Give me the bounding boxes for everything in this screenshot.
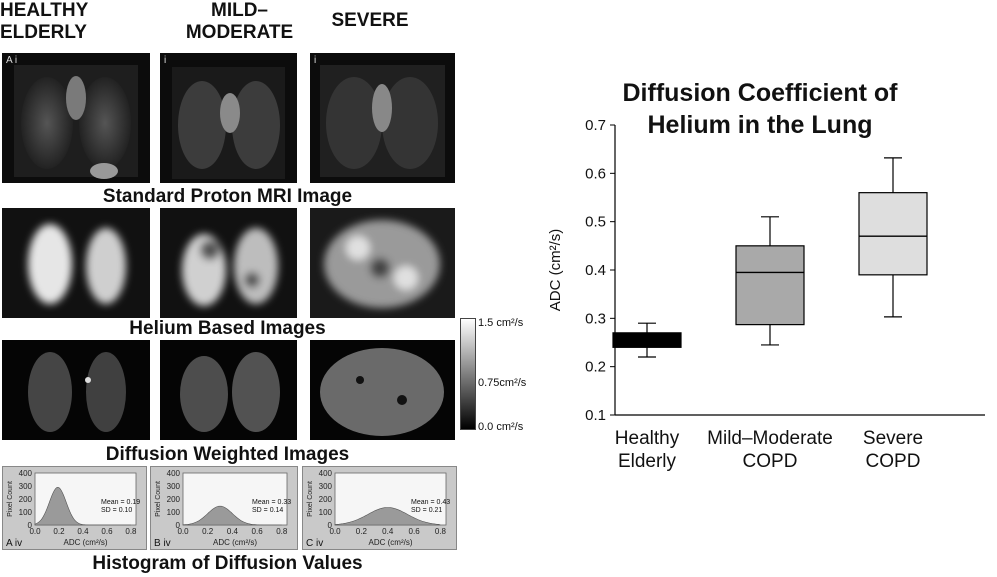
hist-mean-label: Mean = 0.43 <box>411 499 450 506</box>
hist-y-tick-label: 0 <box>28 521 33 530</box>
column-header-severe: SEVERE <box>331 10 409 31</box>
box-plot-chart: 0.1 0.2 0.3 0.4 0.5 0.6 0.7 ADC (cm²/s) HealthyE… <box>547 117 985 472</box>
hist-y-axis-label: Pixel Count <box>7 481 14 517</box>
chart-title-line2: Helium in the Lung <box>647 111 873 139</box>
y-tick-label: 0.5 <box>585 214 606 231</box>
proton-mri-image-mild-moderate: i <box>160 53 297 183</box>
colorbar-label-bottom: 0.0 cm²/s <box>478 421 524 433</box>
section-title-helium: Helium Based Images <box>129 318 326 339</box>
hist-y-tick-label: 400 <box>167 469 181 478</box>
hist-distribution <box>34 486 131 526</box>
section-title-proton: Standard Proton MRI Image <box>102 186 353 207</box>
hist-x-tick-label: 0.6 <box>252 527 264 536</box>
diffusion-image-healthy <box>2 340 150 440</box>
hist-y-tick-label: 100 <box>319 508 333 517</box>
hist-y-tick-label: 300 <box>19 482 33 491</box>
hist-x-tick-label: 0.0 <box>177 527 189 536</box>
section-title-histogram: Histogram of Diffusion Values <box>92 553 363 574</box>
chart-title: Diffusion Coefficient of Helium in the L… <box>560 77 960 141</box>
hist-y-tick-label: 200 <box>167 495 181 504</box>
y-tick-label: 0.2 <box>585 359 606 376</box>
histogram-panel-b: 400 300 200 100 0 0.0 0.2 0.4 0.6 0.8 ADC (cm²/s) P… <box>150 466 298 550</box>
x-tick-label: COPD <box>743 451 798 472</box>
x-tick-label: Severe <box>863 428 923 449</box>
hist-panel-label: A iv <box>6 538 22 549</box>
x-tick-label: Elderly <box>618 451 677 472</box>
diffusion-image-severe <box>310 340 455 440</box>
box-0 <box>612 322 682 358</box>
hist-y-tick-label: 0 <box>328 521 333 530</box>
hist-sd-label: SD = 0.14 <box>252 507 283 514</box>
colorbar-label-top: 1.5 cm²/s <box>478 317 524 329</box>
hist-x-axis-label: ADC (cm²/s) <box>213 538 257 547</box>
colorbar-label-mid: 0.75cm²/s <box>478 377 527 389</box>
box-2 <box>858 157 928 318</box>
x-tick-label: COPD <box>866 451 921 472</box>
diffusion-image-mild-moderate <box>160 340 297 440</box>
hist-x-tick-label: 0.2 <box>356 527 368 536</box>
hist-y-axis-label: Pixel Count <box>155 481 162 517</box>
hist-distribution <box>182 505 282 526</box>
hist-x-tick-label: 0.4 <box>227 527 239 536</box>
hist-x-tick-label: 0.8 <box>125 527 137 536</box>
hist-y-tick-label: 400 <box>319 469 333 478</box>
proton-mri-image-healthy: A i <box>2 53 150 183</box>
hist-x-tick-label: 0.8 <box>435 527 447 536</box>
y-axis-label: ADC (cm²/s) <box>547 229 564 312</box>
y-tick-label: 0.7 <box>585 117 606 134</box>
section-title-diffusion: Diffusion Weighted Images <box>105 444 350 465</box>
x-tick-label: Healthy <box>615 428 680 449</box>
hist-mean-label: Mean = 0.19 <box>101 499 140 506</box>
hist-y-tick-label: 100 <box>19 508 33 517</box>
column-header-healthy: HEALTHY ELDERLY <box>0 0 89 43</box>
chart-title-line1: Diffusion Coefficient of <box>622 79 898 107</box>
hist-x-tick-label: 0.2 <box>53 527 65 536</box>
hist-x-tick-label: 0.0 <box>29 527 41 536</box>
box-iqr <box>858 192 928 276</box>
y-tick-label: 0.4 <box>585 262 606 279</box>
hist-y-tick-label: 100 <box>167 508 181 517</box>
y-tick-label: 0.3 <box>585 310 606 327</box>
hist-x-axis-label: ADC (cm²/s) <box>64 538 108 547</box>
histogram-panel-a: 400 300 200 100 0 0.0 0.2 0.4 0.6 0.8 ADC (cm²/s) P… <box>2 466 147 550</box>
helium-image-mild-moderate <box>160 208 297 318</box>
y-tick-label: 0.6 <box>585 165 606 182</box>
hist-y-axis-label: Pixel Count <box>307 481 314 517</box>
hist-y-tick-label: 400 <box>19 469 33 478</box>
hist-x-axis-label: ADC (cm²/s) <box>369 538 413 547</box>
hist-sd-label: SD = 0.21 <box>411 507 442 514</box>
hist-x-tick-label: 0.4 <box>382 527 394 536</box>
x-tick-label: Mild–Moderate <box>707 428 833 449</box>
hist-sd-label: SD = 0.10 <box>101 507 132 514</box>
hist-y-tick-label: 200 <box>19 495 33 504</box>
helium-image-severe <box>310 208 455 318</box>
hist-mean-label: Mean = 0.33 <box>252 499 291 506</box>
hist-y-tick-label: 300 <box>319 482 333 491</box>
colorbar <box>460 318 476 430</box>
proton-mri-image-severe: i <box>310 53 455 183</box>
hist-x-tick-label: 0.2 <box>202 527 214 536</box>
helium-image-healthy <box>2 208 150 318</box>
hist-distribution <box>334 507 441 526</box>
hist-y-tick-label: 0 <box>176 521 181 530</box>
box-1 <box>735 216 805 346</box>
y-tick-label: 0.1 <box>585 407 606 424</box>
column-header-mild-moderate: MILD– MODERATE <box>185 0 294 43</box>
histogram-panel-c: 400 300 200 100 0 0.0 0.2 0.4 0.6 0.8 ADC (cm²/s) P… <box>302 466 457 550</box>
hist-x-tick-label: 0.6 <box>409 527 421 536</box>
hist-x-tick-label: 0.4 <box>77 527 89 536</box>
hist-panel-label: C iv <box>306 538 323 549</box>
hist-x-tick-label: 0.0 <box>329 527 341 536</box>
hist-y-tick-label: 200 <box>319 495 333 504</box>
hist-x-tick-label: 0.6 <box>101 527 113 536</box>
hist-y-tick-label: 300 <box>167 482 181 491</box>
hist-panel-label: B iv <box>154 538 171 549</box>
box-iqr <box>735 245 805 326</box>
hist-x-tick-label: 0.8 <box>276 527 288 536</box>
